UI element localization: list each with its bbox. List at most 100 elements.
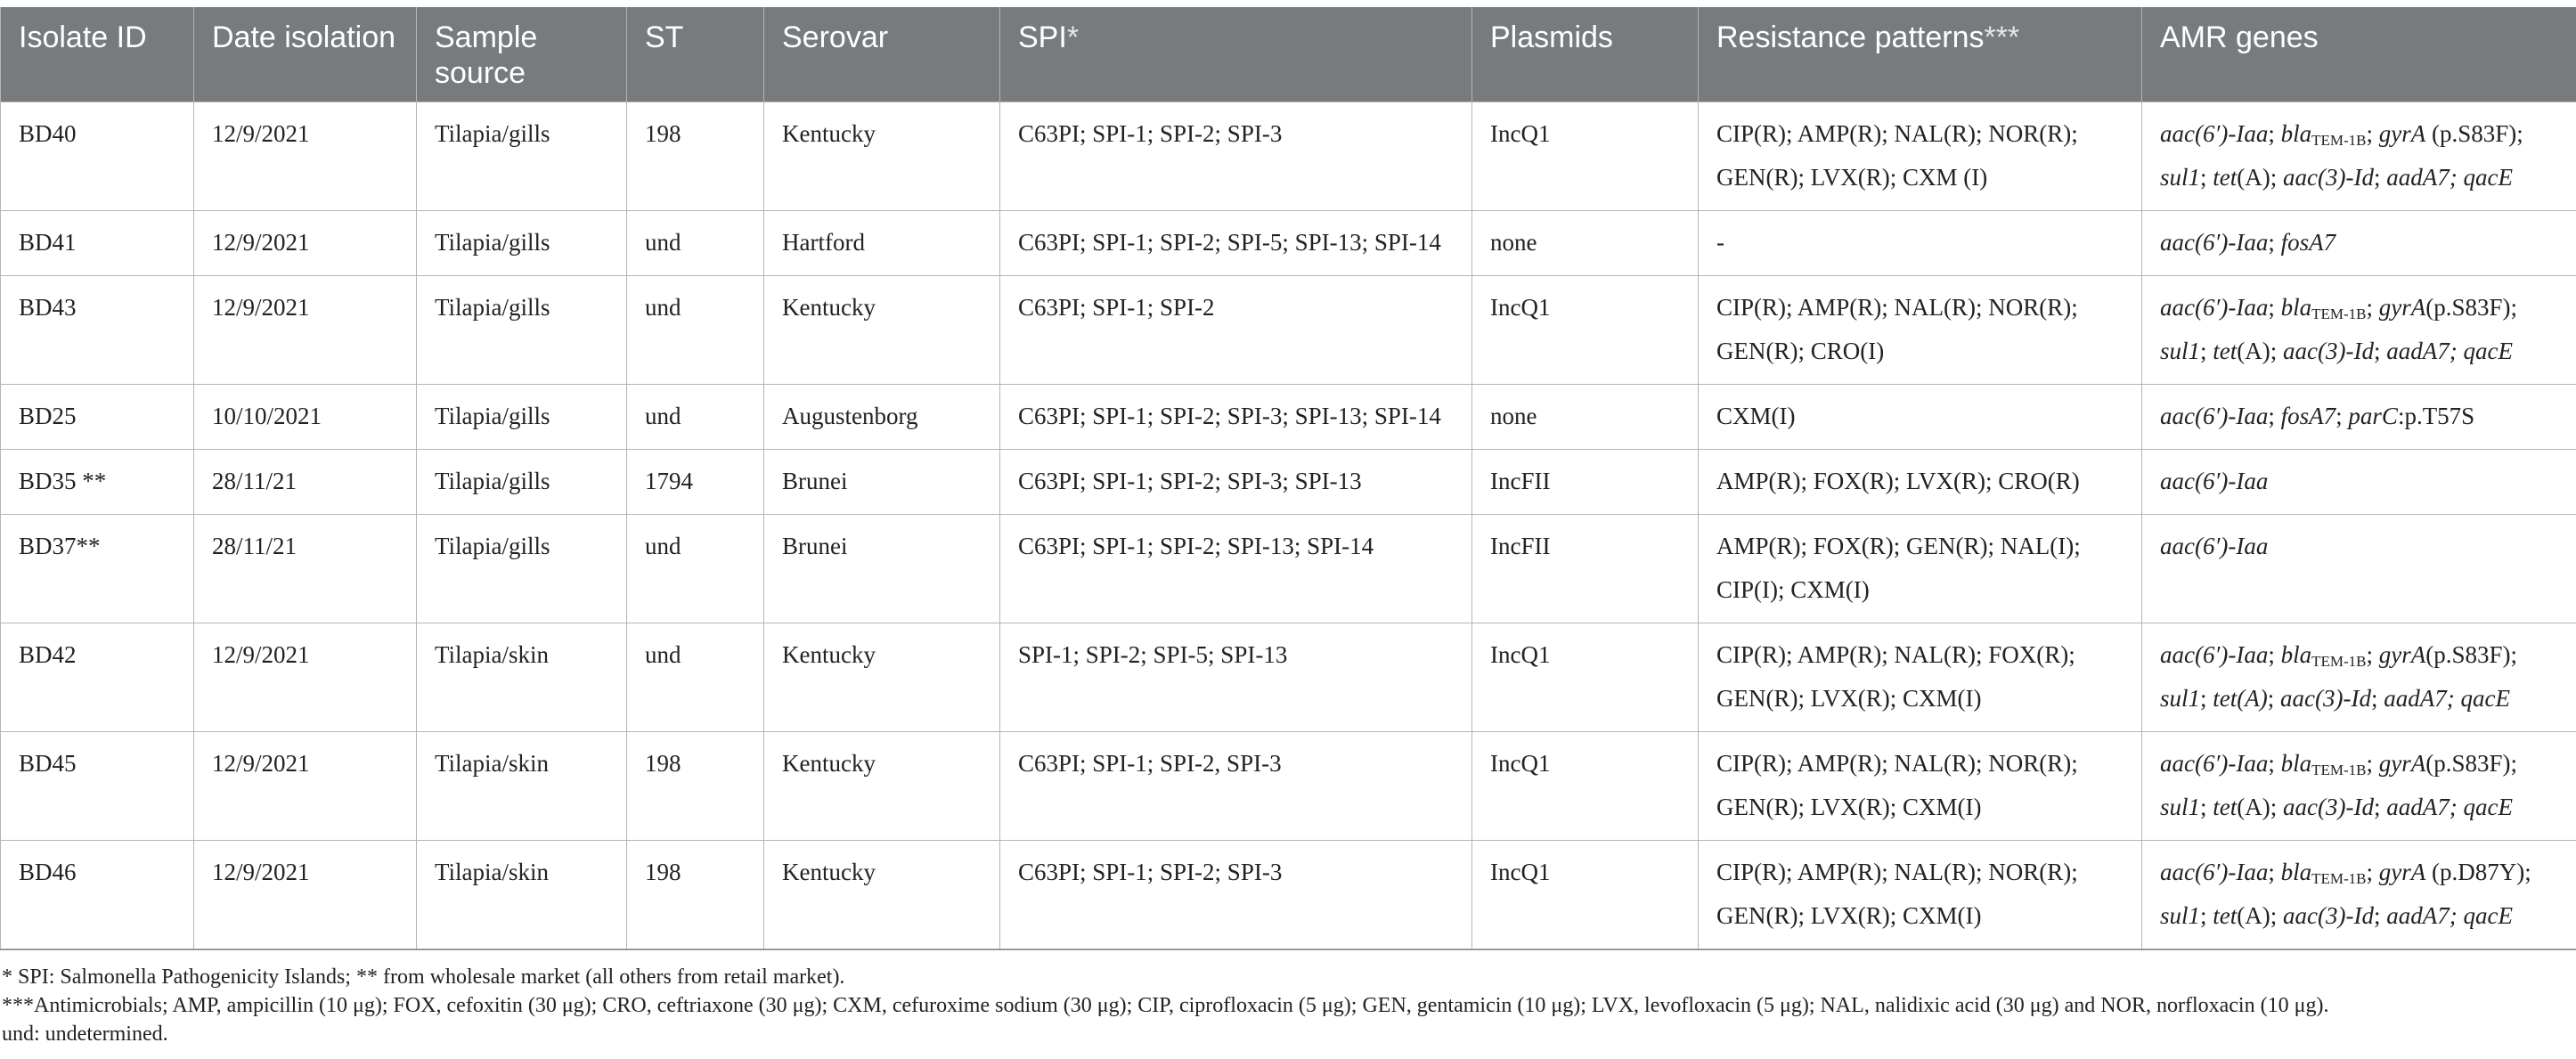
cell-resistance-patterns: CIP(R); AMP(R); NAL(R); NOR(R); GEN(R); L… xyxy=(1698,102,2142,211)
cell-st: und xyxy=(626,210,764,276)
cell-spi: C63PI; SPI-1; SPI-2; SPI-13; SPI-14 xyxy=(999,514,1472,623)
amr-genes-line: aac(6′)-Iaa; fosA7 xyxy=(2160,221,2558,265)
gene-subscript: TEM-1B xyxy=(2311,653,2367,670)
gene-text: ; xyxy=(2268,641,2281,668)
cell-amr-genes: aac(6′)-Iaa; blaTEM-1B; gyrA(p.S83F); sul… xyxy=(2141,275,2576,385)
table-row: BD37** 28/11/21 Tilapia/gills und Brunei C63P… xyxy=(0,514,2576,623)
gene-name: aac(3)-Id xyxy=(2280,685,2371,712)
gene-text: ; xyxy=(2200,902,2213,929)
gene-name: tet xyxy=(2213,164,2238,191)
gene-text: ; xyxy=(2200,338,2213,364)
cell-serovar: Kentucky xyxy=(763,102,1000,211)
gene-text: ; xyxy=(2373,338,2387,364)
resistance-line: CIP(R); AMP(R); NAL(R); NOR(R); xyxy=(1716,120,2078,147)
cell-sample-source: Tilapia/gills xyxy=(416,210,627,276)
gene-text: ; xyxy=(2366,120,2379,147)
cell-spi: C63PI; SPI-1; SPI-2; SPI-3 xyxy=(999,102,1472,211)
amr-genes-line: aac(6′)-Iaa; blaTEM-1B; gyrA(p.S83F); xyxy=(2160,633,2558,677)
amr-genes-line: aac(6′)-Iaa; blaTEM-1B; gyrA(p.S83F); xyxy=(2160,742,2558,786)
table-row: BD41 12/9/2021 Tilapia/gills und Hartford C63… xyxy=(0,210,2576,276)
cell-plasmids: IncQ1 xyxy=(1471,840,1699,950)
gene-name: aac(6′)-Iaa xyxy=(2160,120,2269,147)
gene-text: (p.S83F); xyxy=(2425,641,2518,668)
gene-text: (A); xyxy=(2237,164,2284,191)
amr-genes-line: aac(6′)-Iaa xyxy=(2160,525,2558,568)
amr-genes-line: sul1; tet(A); aac(3)-Id; aadA7; qacE xyxy=(2160,156,2558,200)
cell-plasmids: IncQ1 xyxy=(1471,623,1699,732)
cell-amr-genes: aac(6′)-Iaa; fosA7; parC:p.T57S xyxy=(2141,384,2576,450)
resistance-line: CIP(R); AMP(R); NAL(R); NOR(R); xyxy=(1716,859,2078,885)
cell-spi: C63PI; SPI-1; SPI-2; SPI-3; SPI-13 xyxy=(999,449,1472,515)
gene-text: ; xyxy=(2373,902,2387,929)
cell-isolate-id: BD37** xyxy=(0,514,194,623)
gene-text: ; xyxy=(2267,685,2281,712)
gene-text: ; xyxy=(2200,685,2213,712)
resistance-line: CIP(I); CXM(I) xyxy=(1716,576,1870,603)
header-label: Serovar xyxy=(782,20,889,54)
gene-name: tet xyxy=(2213,902,2238,929)
resistance-line: GEN(R); LVX(R); CXM(I) xyxy=(1716,902,1982,929)
cell-plasmids: IncQ1 xyxy=(1471,731,1699,841)
cell-sample-source: Tilapia/gills xyxy=(416,384,627,450)
gene-text: ; xyxy=(2373,794,2387,820)
gene-name: gyrA xyxy=(2378,750,2426,777)
gene-subscript: TEM-1B xyxy=(2311,305,2367,322)
footnote-undetermined: und: undetermined. xyxy=(2,1022,168,1046)
footnote-spi: * SPI: Salmonella Pathogenicity Islands;… xyxy=(2,965,845,989)
gene-name: sul1 xyxy=(2160,164,2201,191)
gene-text: ; xyxy=(2366,641,2379,668)
cell-plasmids: IncQ1 xyxy=(1471,275,1699,385)
header-row: Isolate ID Date isolation Sample source ST S… xyxy=(0,7,2576,102)
header-label: SPI xyxy=(1018,20,1067,54)
resistance-line: GEN(R); LVX(R); CXM(I) xyxy=(1716,794,1982,820)
cell-date-isolation: 28/11/21 xyxy=(193,449,417,515)
amr-genes-line: sul1; tet(A); aac(3)-Id; aadA7; qacE xyxy=(2160,894,2558,938)
gene-name: aadA7; qacE xyxy=(2386,338,2513,364)
cell-amr-genes: aac(6′)-Iaa; fosA7 xyxy=(2141,210,2576,276)
header-label: Plasmids xyxy=(1490,20,1613,54)
gene-text: ; xyxy=(2370,685,2384,712)
gene-text: (p.S83F); xyxy=(2425,120,2523,147)
gene-name: bla xyxy=(2280,750,2312,777)
cell-plasmids: IncFII xyxy=(1471,449,1699,515)
gene-name: gyrA xyxy=(2378,294,2426,321)
cell-plasmids: none xyxy=(1471,384,1699,450)
cell-isolate-id: BD25 xyxy=(0,384,194,450)
gene-name: aac(6′)-Iaa xyxy=(2160,641,2269,668)
document-page: Isolate ID Date isolation Sample source ST S… xyxy=(0,7,2576,1048)
gene-text: ; xyxy=(2336,403,2349,429)
gene-text: ; xyxy=(2268,229,2281,256)
cell-st: und xyxy=(626,623,764,732)
cell-st: 198 xyxy=(626,731,764,841)
resistance-line: CIP(R); AMP(R); NAL(R); NOR(R); xyxy=(1716,294,2078,321)
gene-name: sul1 xyxy=(2160,685,2201,712)
gene-name: tet xyxy=(2213,794,2238,820)
cell-serovar: Brunei xyxy=(763,514,1000,623)
resistance-line: AMP(R); FOX(R); LVX(R); CRO(R) xyxy=(1716,468,2080,494)
table-row: BD46 12/9/2021 Tilapia/skin 198 Kentucky C63P… xyxy=(0,840,2576,950)
isolates-table: Isolate ID Date isolation Sample source ST S… xyxy=(0,7,2576,950)
cell-resistance-patterns: CIP(R); AMP(R); NAL(R); NOR(R); GEN(R); C… xyxy=(1698,275,2142,385)
table-footnotes: * SPI: Salmonella Pathogenicity Islands;… xyxy=(0,950,2567,1048)
header-label: Date isolation xyxy=(212,20,396,54)
cell-amr-genes: aac(6′)-Iaa xyxy=(2141,449,2576,515)
cell-sample-source: Tilapia/skin xyxy=(416,731,627,841)
gene-text: (p.D87Y); xyxy=(2425,859,2531,885)
cell-date-isolation: 12/9/2021 xyxy=(193,102,417,211)
cell-serovar: Brunei xyxy=(763,449,1000,515)
cell-resistance-patterns: CIP(R); AMP(R); NAL(R); FOX(R); GEN(R); L… xyxy=(1698,623,2142,732)
cell-isolate-id: BD43 xyxy=(0,275,194,385)
cell-spi: C63PI; SPI-1; SPI-2, SPI-3 xyxy=(999,731,1472,841)
resistance-line: GEN(R); CRO(I) xyxy=(1716,338,1885,364)
cell-resistance-patterns: CIP(R); AMP(R); NAL(R); NOR(R); GEN(R); L… xyxy=(1698,840,2142,950)
cell-date-isolation: 10/10/2021 xyxy=(193,384,417,450)
header-sample-source: Sample source xyxy=(416,7,627,102)
gene-name: aac(6′)-Iaa xyxy=(2160,859,2269,885)
header-isolate-id: Isolate ID xyxy=(0,7,194,102)
table-row: BD45 12/9/2021 Tilapia/skin 198 Kentucky C63P… xyxy=(0,731,2576,841)
cell-resistance-patterns: - xyxy=(1698,210,2142,276)
cell-serovar: Kentucky xyxy=(763,840,1000,950)
cell-date-isolation: 28/11/21 xyxy=(193,514,417,623)
cell-spi: C63PI; SPI-1; SPI-2; SPI-3; SPI-13; SPI-… xyxy=(999,384,1472,450)
gene-name: aadA7; qacE xyxy=(2386,902,2513,929)
